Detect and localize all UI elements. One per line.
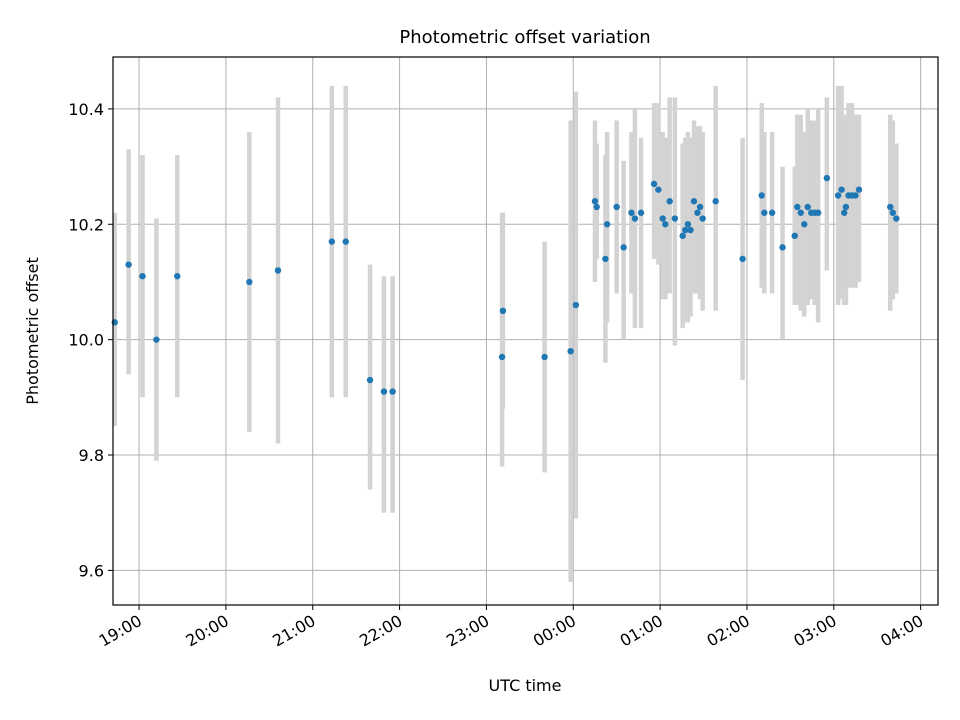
data-point — [696, 203, 704, 211]
data-point — [366, 376, 374, 384]
data-point — [679, 232, 686, 240]
data-point — [804, 203, 811, 211]
data-point — [628, 209, 635, 216]
grid-layer — [113, 57, 938, 605]
data-point — [666, 198, 673, 205]
data-point — [699, 215, 706, 222]
data-point — [593, 203, 600, 211]
data-point — [274, 267, 282, 274]
data-point — [637, 209, 645, 216]
data-point — [841, 209, 848, 216]
data-point — [842, 203, 850, 211]
y-axis-label: Photometric offset — [23, 257, 42, 405]
y-tick-label: 10.2 — [68, 215, 104, 234]
x-axis-label: UTC time — [489, 676, 562, 695]
data-point — [768, 209, 776, 216]
data-point — [662, 221, 669, 228]
data-point — [684, 221, 692, 228]
data-point — [834, 192, 842, 199]
data-point — [712, 198, 719, 205]
data-point — [779, 244, 786, 251]
data-point — [694, 209, 701, 216]
data-point — [801, 221, 808, 228]
data-point — [631, 215, 639, 222]
data-point — [671, 215, 679, 222]
data-point — [838, 186, 845, 193]
data-point — [761, 209, 768, 216]
data-point — [541, 353, 548, 361]
data-point — [342, 238, 349, 245]
y-tick-label: 9.6 — [79, 561, 104, 580]
data-point — [380, 388, 388, 395]
data-point — [389, 388, 396, 395]
data-point — [739, 255, 746, 263]
data-point — [690, 198, 698, 205]
data-point — [613, 203, 620, 211]
data-point — [328, 238, 336, 245]
data-point — [603, 221, 611, 228]
data-point — [889, 209, 897, 216]
data-point — [498, 353, 506, 361]
data-point — [855, 186, 863, 193]
data-point — [758, 192, 765, 199]
data-point — [246, 278, 253, 286]
data-point — [794, 203, 801, 211]
data-point — [174, 273, 181, 280]
data-point — [499, 307, 507, 315]
data-point — [887, 203, 894, 211]
data-point — [823, 174, 831, 182]
data-point — [797, 209, 804, 216]
data-point — [687, 226, 694, 234]
y-tick-label: 10.0 — [68, 331, 104, 350]
y-tick-label: 9.8 — [79, 446, 104, 465]
data-point — [814, 209, 822, 216]
data-point — [139, 273, 146, 280]
data-point — [893, 215, 900, 222]
data-point — [602, 255, 609, 263]
y-tick-label: 10.4 — [68, 100, 104, 119]
data-point — [620, 244, 627, 251]
chart-title: Photometric offset variation — [399, 27, 650, 48]
data-point — [125, 261, 132, 268]
plot-frame — [112, 56, 939, 606]
data-point — [572, 301, 580, 309]
data-point — [591, 198, 599, 205]
data-point — [659, 215, 666, 222]
data-point — [153, 336, 160, 343]
data-point — [650, 180, 658, 188]
data-point — [682, 226, 689, 234]
data-point — [852, 192, 859, 199]
data-point — [791, 232, 798, 240]
data-point — [655, 186, 662, 193]
data-point — [567, 347, 574, 355]
point-layer — [111, 174, 900, 395]
